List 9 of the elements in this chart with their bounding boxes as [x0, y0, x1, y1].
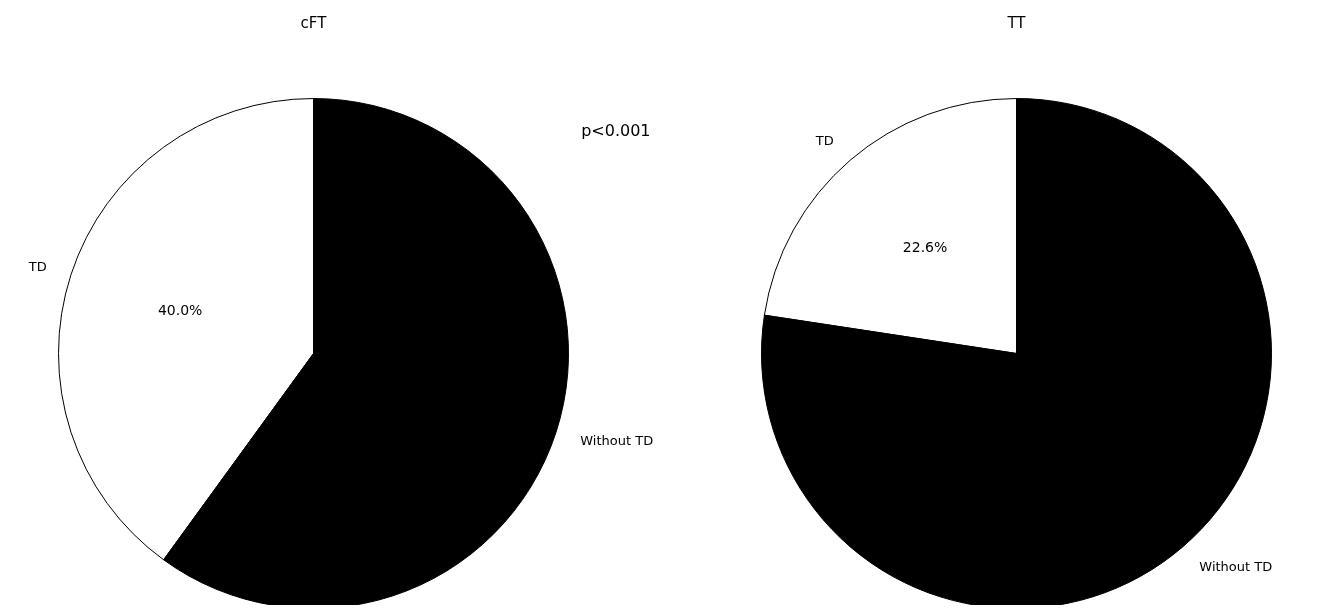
slice-label: TD — [27, 259, 47, 275]
slice-label: Without TD — [1199, 558, 1273, 574]
data-label: 22.6% — [902, 239, 948, 256]
data-label: 40.0% — [157, 302, 203, 319]
chart-title: cFT — [300, 13, 328, 32]
slice-label: TD — [814, 133, 834, 149]
chart-title: TT — [1006, 13, 1027, 32]
slice-label: Without TD — [580, 432, 654, 448]
text: p<0.001 — [581, 121, 651, 140]
